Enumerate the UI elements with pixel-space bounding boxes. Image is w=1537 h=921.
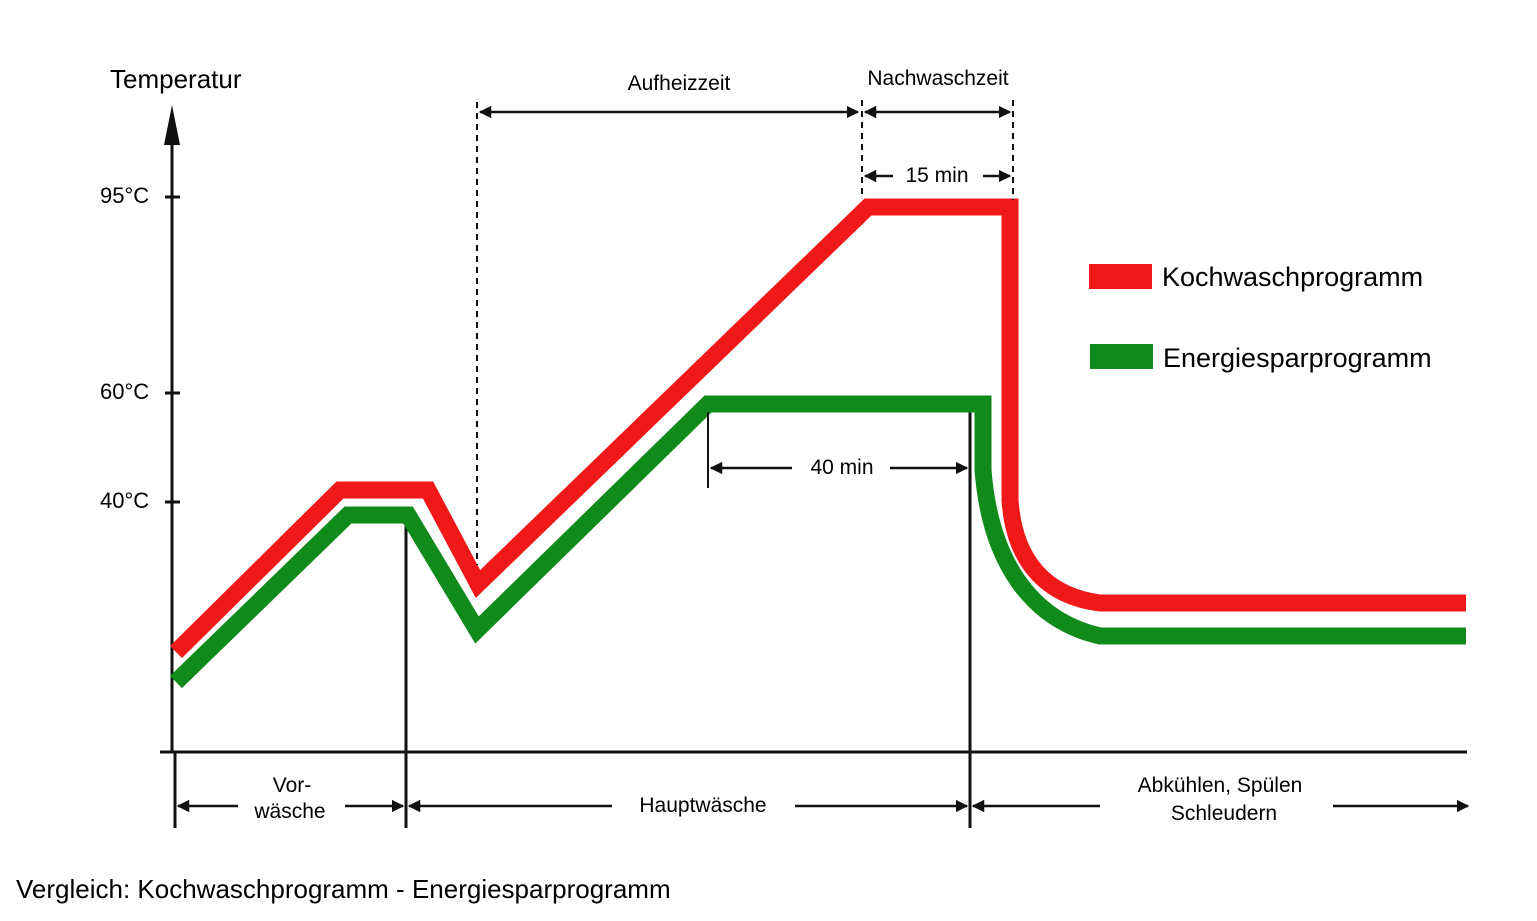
- legend-swatch-energiespar: [1090, 344, 1153, 369]
- nachwaschzeit-label: Nachwaschzeit: [867, 67, 1008, 90]
- energiespar-hold-label: 40 min: [810, 456, 873, 479]
- tick-label-95: 95°C: [100, 183, 149, 208]
- legend-label-energiespar: Energiesparprogramm: [1163, 343, 1432, 373]
- tick-label-60: 60°C: [100, 379, 149, 404]
- y-axis-arrowhead: [164, 105, 180, 145]
- hauptwaesche-label: Hauptwäsche: [639, 794, 766, 817]
- kochwasch-curve: [170, 198, 1466, 659]
- legend-swatch-kochwasch: [1089, 264, 1152, 289]
- diagram-caption: Vergleich: Kochwaschprogramm - Energiesp…: [16, 874, 671, 904]
- abkuehlen-label-line2: Schleudern: [1171, 802, 1277, 825]
- nachwasch-duration-label: 15 min: [905, 164, 968, 187]
- tick-label-40: 40°C: [100, 488, 149, 513]
- energiespar-curve: [170, 395, 1466, 689]
- aufheizzeit-label: Aufheizzeit: [628, 72, 731, 95]
- legend-label-kochwasch: Kochwaschprogramm: [1162, 262, 1423, 292]
- abkuehlen-label-line1: Abkühlen, Spülen: [1138, 774, 1303, 797]
- vorwaesche-label-line2: wäsche: [253, 800, 325, 823]
- vorwaesche-label-line1: Vor-: [273, 774, 312, 797]
- y-axis-title: Temperatur: [110, 64, 242, 94]
